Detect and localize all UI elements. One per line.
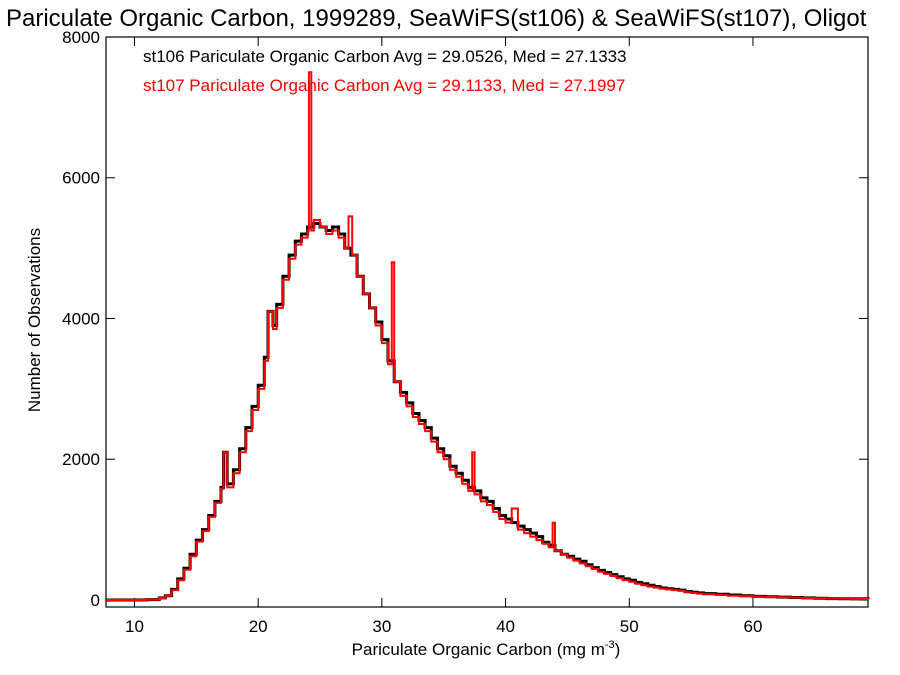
x-tick-label: 60 [743,617,762,636]
plot-frame [105,36,869,608]
y-tick-label: 0 [91,591,100,610]
y-tick-label: 2000 [62,450,100,469]
chart-title: Pariculate Organic Carbon, 1999289, SeaW… [6,5,867,32]
x-tick-label: 40 [496,617,515,636]
x-tick-label: 10 [125,617,144,636]
y-tick-label: 8000 [62,28,100,47]
legend-entry-st106: st106 Pariculate Organic Carbon Avg = 29… [143,47,627,66]
y-tick-label: 4000 [62,309,100,328]
x-tick-label: 20 [249,617,268,636]
x-axis-label: Pariculate Organic Carbon (mg m-3) [352,639,621,659]
x-tick-label: 50 [620,617,639,636]
y-tick-label: 6000 [62,169,100,188]
chart-legend: st106 Pariculate Organic Carbon Avg = 29… [143,47,627,95]
x-axis-label-close: ) [615,640,621,659]
plot-axes: 10 20 30 40 50 60 0 2000 4000 6000 8000 [62,28,869,636]
x-axis-label-superscript: -3 [605,639,615,651]
series-line-st106 [106,222,870,602]
legend-entry-st107: st107 Pariculate Organic Carbon Avg = 29… [143,76,625,95]
x-tick-label: 30 [372,617,391,636]
y-axis-label: Number of Observations [25,228,44,412]
x-axis-label-text: Pariculate Organic Carbon (mg m [352,640,605,659]
series-layer [106,71,870,602]
series-line-st107 [106,71,869,601]
